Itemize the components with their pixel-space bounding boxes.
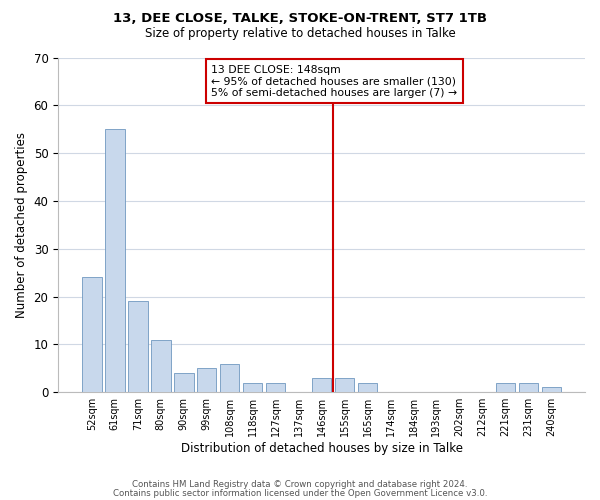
Bar — [220, 364, 239, 392]
Bar — [312, 378, 331, 392]
Bar — [197, 368, 217, 392]
Bar — [151, 340, 170, 392]
Text: Contains HM Land Registry data © Crown copyright and database right 2024.: Contains HM Land Registry data © Crown c… — [132, 480, 468, 489]
Text: Size of property relative to detached houses in Talke: Size of property relative to detached ho… — [145, 28, 455, 40]
Text: 13 DEE CLOSE: 148sqm
← 95% of detached houses are smaller (130)
5% of semi-detac: 13 DEE CLOSE: 148sqm ← 95% of detached h… — [211, 64, 457, 98]
Bar — [542, 388, 561, 392]
Text: Contains public sector information licensed under the Open Government Licence v3: Contains public sector information licen… — [113, 489, 487, 498]
Bar — [335, 378, 355, 392]
Bar — [358, 382, 377, 392]
Text: 13, DEE CLOSE, TALKE, STOKE-ON-TRENT, ST7 1TB: 13, DEE CLOSE, TALKE, STOKE-ON-TRENT, ST… — [113, 12, 487, 26]
Y-axis label: Number of detached properties: Number of detached properties — [15, 132, 28, 318]
Bar — [105, 129, 125, 392]
Bar — [82, 278, 101, 392]
Bar — [243, 382, 262, 392]
Bar — [518, 382, 538, 392]
Bar — [266, 382, 286, 392]
Bar — [496, 382, 515, 392]
Bar — [128, 302, 148, 392]
X-axis label: Distribution of detached houses by size in Talke: Distribution of detached houses by size … — [181, 442, 463, 455]
Bar — [174, 373, 194, 392]
